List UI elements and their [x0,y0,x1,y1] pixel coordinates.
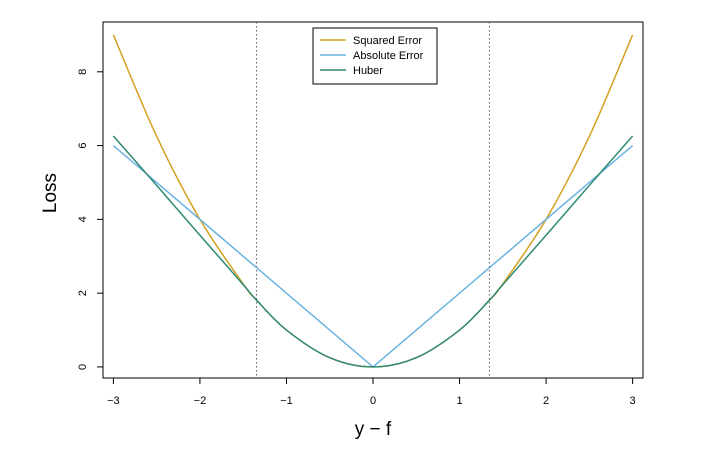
legend-label-2: Huber [353,65,383,77]
y-axis-title: Loss [40,173,61,213]
x-tick-label-5: 2 [543,395,549,407]
y-tick-label-3: 6 [77,143,89,149]
x-axis-title: y − f [355,419,392,440]
y-axis: 0 2 4 6 8 [77,69,104,370]
x-tick-label-4: 1 [456,395,462,407]
series-line-absolute-error [112,145,634,368]
legend-label-0: Squared Error [353,35,422,47]
legend: Squared Error Absolute Error Huber [312,27,438,85]
vertical-reference-lines [256,22,490,378]
x-tick-label-0: −3 [107,395,120,407]
x-tick-label-1: −2 [194,395,207,407]
x-tick-label-3: 0 [370,395,376,407]
series-line-huber [112,135,634,368]
series-line-squared-error [112,34,634,368]
x-tick-label-2: −1 [280,395,293,407]
y-tick-label-2: 4 [77,216,89,222]
x-axis: −3 −2 −1 0 1 2 3 [107,377,636,407]
y-tick-label-1: 2 [77,290,89,296]
legend-label-1: Absolute Error [353,50,424,62]
x-tick-label-6: 3 [630,395,636,407]
series-lines [112,34,634,368]
legend-box [312,27,438,85]
y-tick-label-4: 8 [77,69,89,75]
y-tick-label-0: 0 [77,364,89,370]
